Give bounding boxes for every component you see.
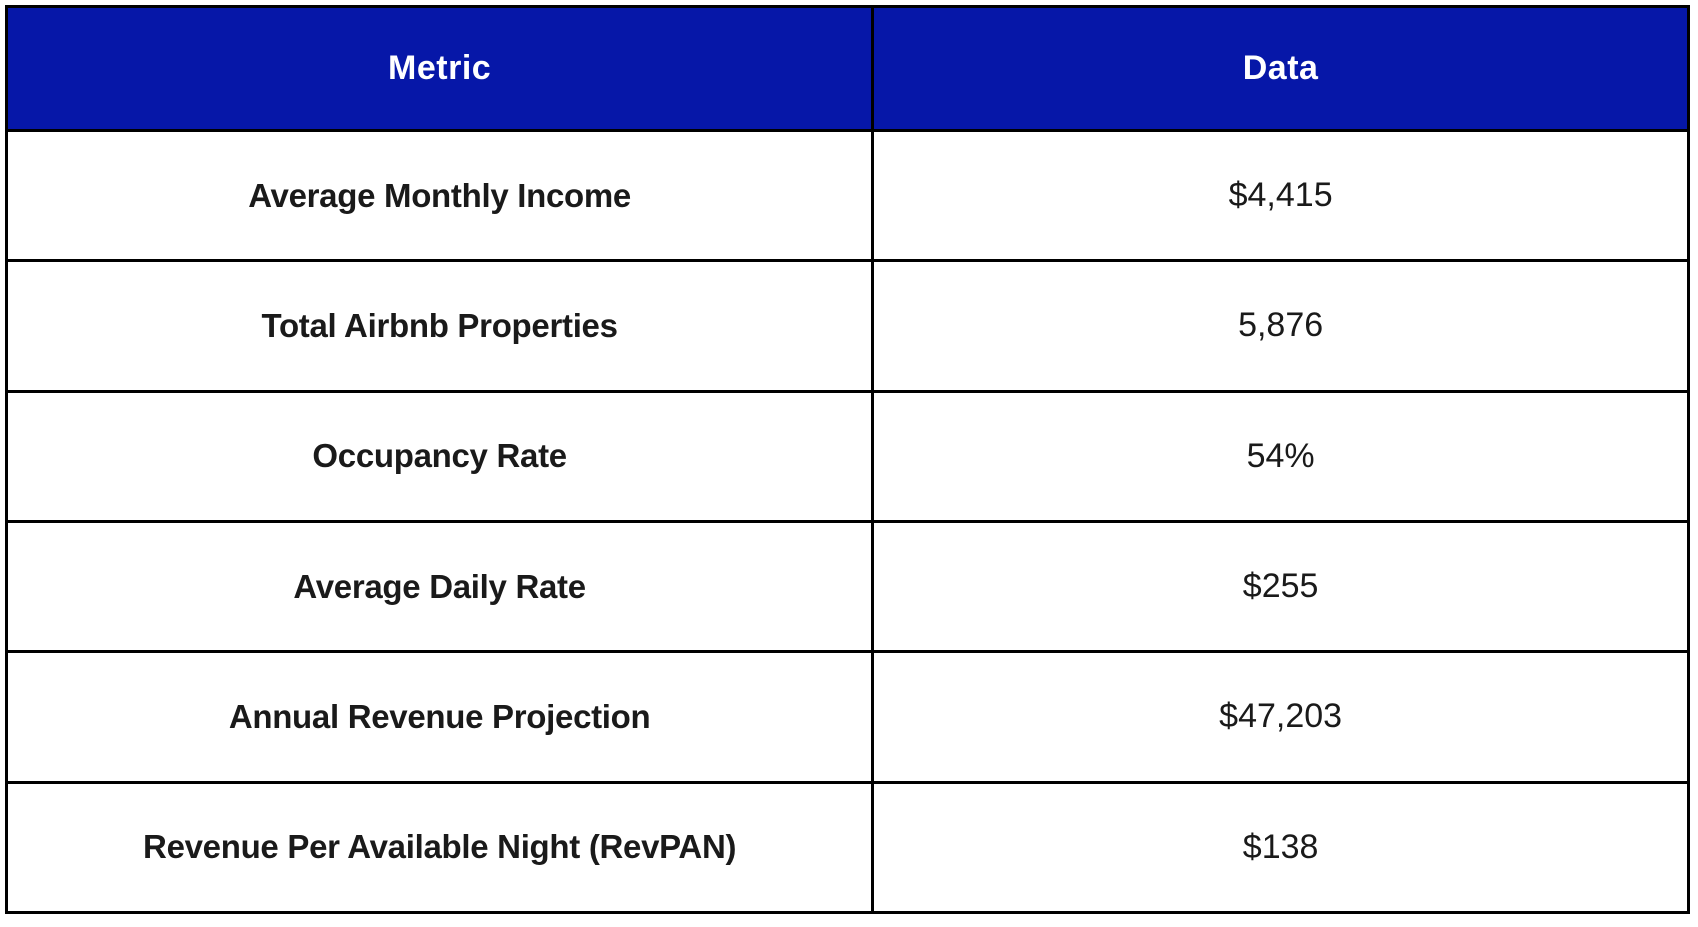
metric-label-average-monthly-income: Average Monthly Income (4, 128, 875, 263)
metrics-table-container: Metric Data Average Monthly Income $4,41… (4, 5, 1690, 915)
metric-value-average-monthly-income: $4,415 (871, 128, 1690, 263)
table-row: Occupancy Rate 54% (4, 389, 1690, 523)
metric-value-total-airbnb-properties: 5,876 (871, 259, 1690, 393)
metrics-table: Metric Data Average Monthly Income $4,41… (4, 5, 1690, 915)
metric-value-occupancy-rate: 54% (871, 389, 1690, 523)
column-header-data: Data (871, 5, 1690, 132)
metric-value-annual-revenue-projection: $47,203 (871, 650, 1690, 784)
table-row: Annual Revenue Projection $47,203 (4, 650, 1690, 784)
metric-label-average-daily-rate: Average Daily Rate (4, 519, 875, 654)
table-row: Average Monthly Income $4,415 (4, 128, 1690, 263)
metric-label-total-airbnb-properties: Total Airbnb Properties (4, 259, 875, 393)
metric-label-annual-revenue-projection: Annual Revenue Projection (4, 650, 875, 784)
metric-value-average-daily-rate: $255 (871, 519, 1690, 654)
header-row: Metric Data (4, 5, 1690, 132)
table-row: Total Airbnb Properties 5,876 (4, 259, 1690, 393)
column-header-metric: Metric (4, 5, 875, 132)
metric-value-revpan: $138 (871, 780, 1690, 915)
metric-label-occupancy-rate: Occupancy Rate (4, 389, 875, 523)
table-row: Revenue Per Available Night (RevPAN) $13… (4, 780, 1690, 915)
table-row: Average Daily Rate $255 (4, 519, 1690, 654)
metric-label-revpan: Revenue Per Available Night (RevPAN) (4, 780, 875, 915)
